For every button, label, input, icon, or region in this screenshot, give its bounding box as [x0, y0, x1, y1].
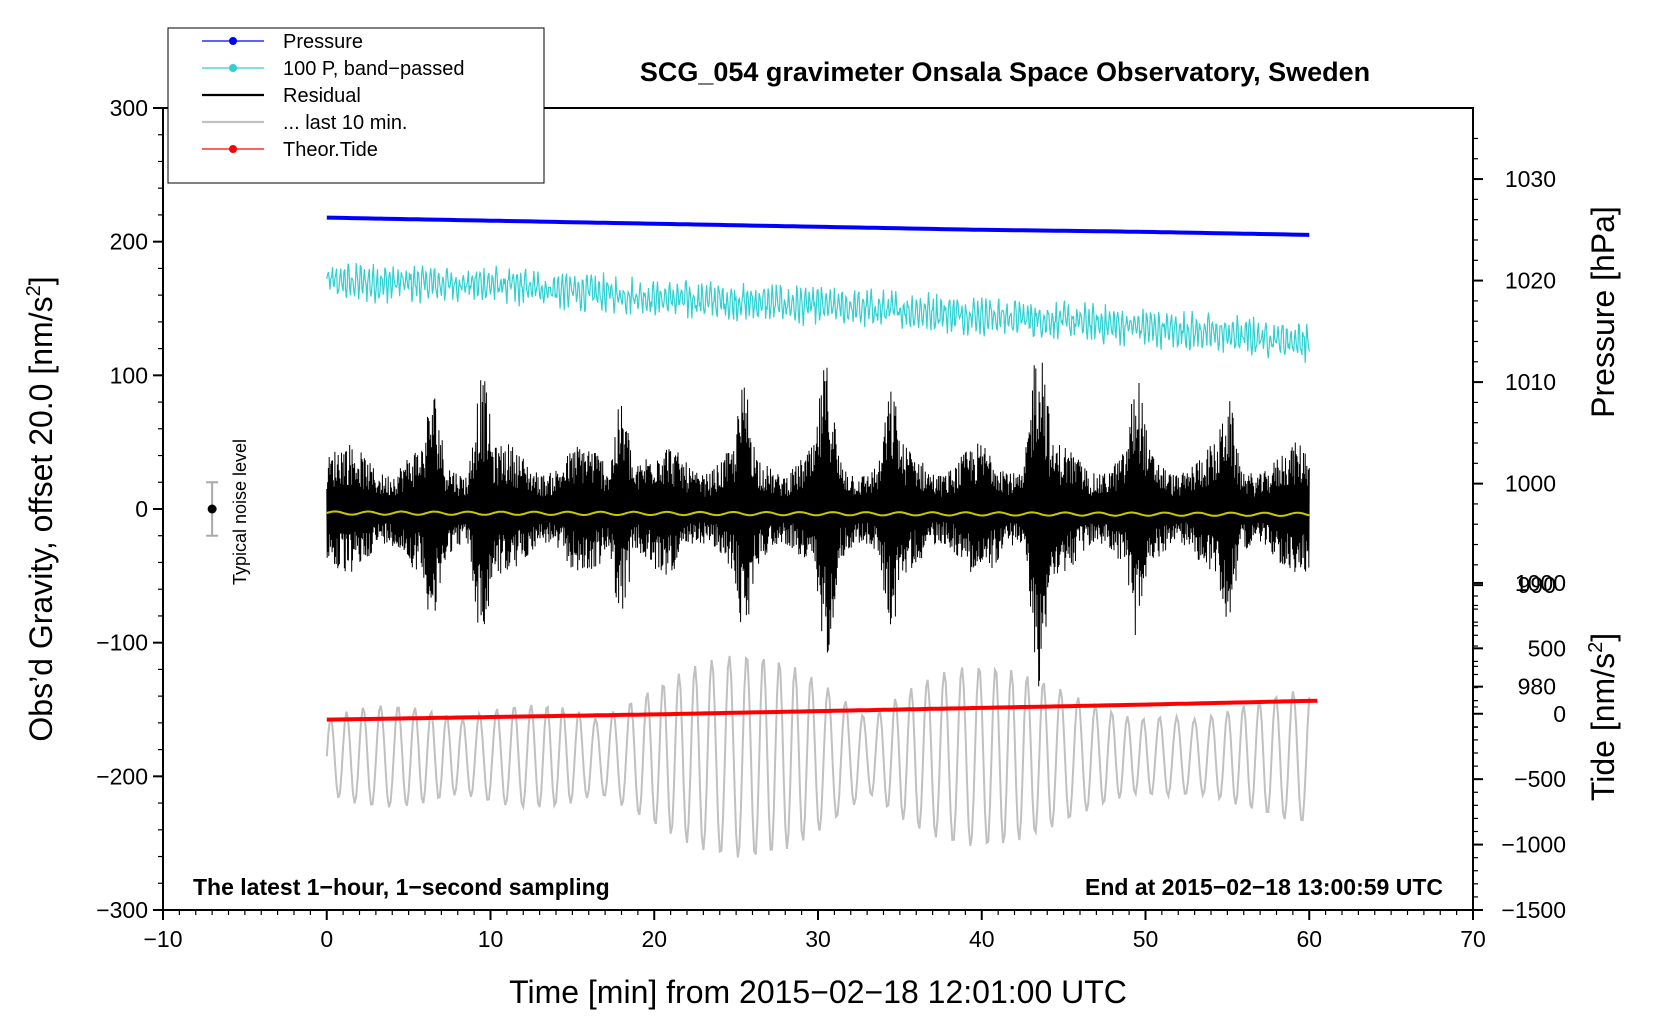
legend-marker: [229, 64, 237, 72]
legend-items: Pressure 100 P, band−passed Residual ... la…: [202, 31, 464, 161]
legend-box: [167, 27, 545, 184]
x-tick-label: 20: [641, 926, 667, 952]
left-tick-label: 300: [110, 95, 148, 121]
left-tick-label: −100: [96, 630, 148, 656]
legend-label: Residual: [283, 85, 361, 107]
series-theoretical-tide: [326, 698, 1318, 722]
pressure-tick-label: 1020: [1505, 268, 1556, 294]
noise-level-label: Typical noise level: [230, 439, 250, 585]
tide-tick-label: −1500: [1501, 897, 1566, 923]
x-tick-label: 60: [1296, 926, 1322, 952]
left-tick-label: −200: [96, 763, 148, 789]
series-band-passed-pressure: [326, 263, 1310, 363]
sampling-note: The latest 1−hour, 1−second sampling: [193, 874, 610, 900]
left-axis-title: Obs’d Gravity, offset 20.0 [nm/s2]: [23, 276, 59, 741]
legend-label: Theor.Tide: [283, 139, 378, 161]
tide-axis-title-end: ]: [1585, 633, 1621, 642]
x-tick-label: 50: [1133, 926, 1159, 952]
x-tick-label: 70: [1460, 926, 1486, 952]
ticks-layer: −10 0 10 20 30 40 50 60 70−300−200−1000100200300…: [96, 95, 1566, 952]
left-axis-title-sup: 2: [23, 285, 45, 296]
x-tick-label: 0: [320, 926, 333, 952]
x-tick-label: 40: [969, 926, 995, 952]
end-time-note: End at 2015−02−18 13:00:59 UTC: [1085, 874, 1443, 900]
tide-tick-label: 500: [1528, 635, 1566, 661]
tide-axis-title: Tide [nm/s2]: [1585, 633, 1621, 801]
x-tick-label: 30: [805, 926, 831, 952]
legend-label: ... last 10 min.: [283, 112, 408, 134]
series-layer: [325, 215, 1318, 858]
legend: Pressure 100 P, band−passed Residual ... la…: [167, 27, 545, 184]
legend-marker: [229, 37, 237, 45]
series-residual: [326, 362, 1310, 687]
left-tick-label: 200: [110, 229, 148, 255]
pressure-axis-title: Pressure [hPa]: [1585, 206, 1621, 418]
tide-tick-label: 0: [1553, 701, 1566, 727]
chart-title: SCG_054 gravimeter Onsala Space Observat…: [640, 57, 1370, 87]
pressure-tick-label: 990: [1518, 572, 1556, 598]
x-tick-label: 10: [478, 926, 504, 952]
pressure-tick-label: 1010: [1505, 369, 1556, 395]
noise-bar-dot: [207, 504, 217, 514]
noise-level-indicator: [206, 481, 219, 537]
x-axis-title: Time [min] from 2015−02−18 12:01:00 UTC: [509, 974, 1127, 1010]
left-tick-label: −300: [96, 897, 148, 923]
series-pressure: [326, 215, 1310, 237]
x-tick-label: −10: [143, 926, 182, 952]
pressure-tick-label: 1030: [1505, 166, 1556, 192]
series-last-10-min: [325, 655, 1311, 858]
tide-tick-label: −500: [1514, 766, 1566, 792]
legend-label: Pressure: [283, 31, 363, 53]
legend-label: 100 P, band−passed: [283, 58, 464, 80]
tide-tick-label: −1000: [1501, 832, 1566, 858]
series-running-mean: [326, 510, 1310, 517]
left-axis-title-end: ]: [23, 276, 59, 285]
left-tick-label: 0: [135, 496, 148, 522]
pressure-tick-label: 1000: [1505, 471, 1556, 497]
left-tick-label: 100: [110, 362, 148, 388]
left-axis-title-main: Obs’d Gravity, offset 20.0 [nm/s: [23, 296, 59, 741]
tide-axis-title-main: Tide [nm/s: [1585, 653, 1621, 801]
pressure-tick-label: 980: [1518, 674, 1556, 700]
tide-axis-title-sup: 2: [1585, 642, 1607, 653]
legend-marker: [229, 145, 237, 153]
tide-tick-label: 1000: [1515, 570, 1566, 596]
